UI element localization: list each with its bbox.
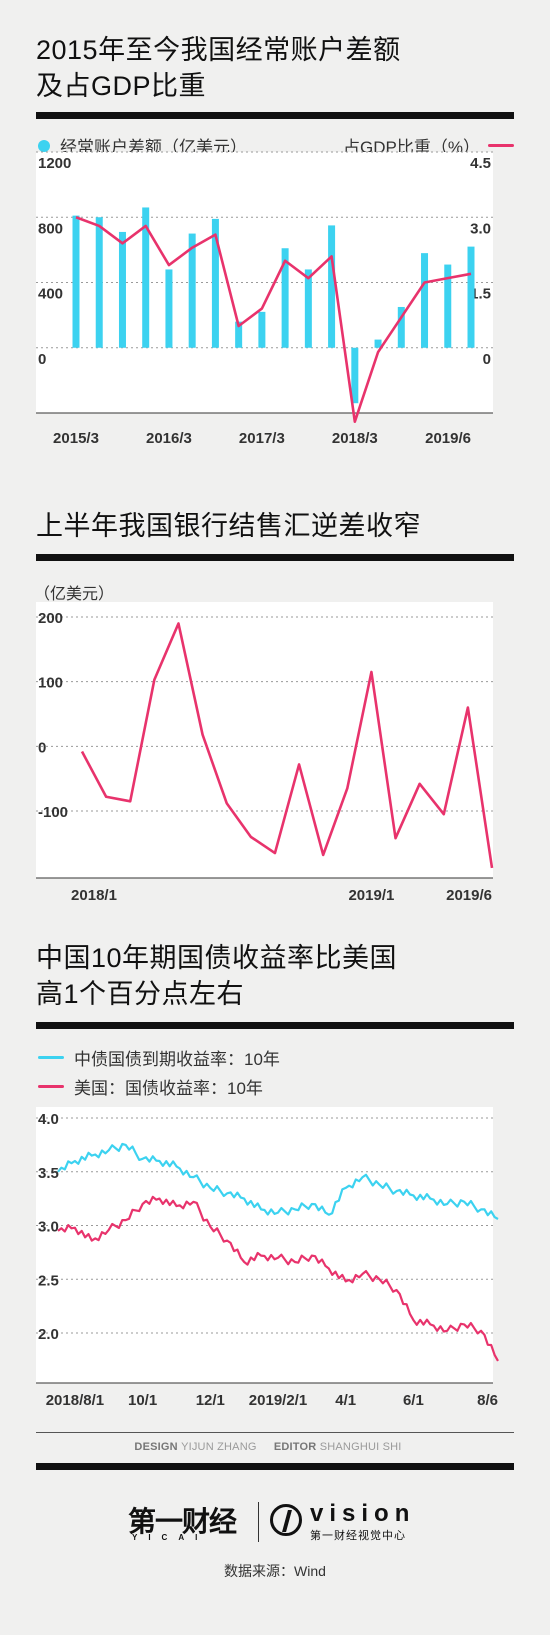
chart1-bar [95,217,103,348]
chart3-x-tick: 8/6 [477,1392,498,1409]
chart1-bar [188,233,196,348]
chart3-plot: 2.0 2.5 3.0 3.5 4.0 2018/8/1 10/1 12/1 2019/2/1 4… [36,1107,499,1409]
chart2-plot: -100 0 100 200 2018/1 2019/1 2019/6 [36,602,494,904]
chart2-y-tick: -100 [38,804,68,821]
chart1-bar [304,269,312,348]
chart3-x-tick: 2019/2/1 [249,1392,307,1409]
legend-line-icon [38,1056,64,1059]
chart2-x-tick: 2019/1 [348,887,394,904]
chart2-unit-label: （亿美元） [34,586,115,603]
chart1-y-left-tick: 0 [38,351,46,368]
chart1-title-rule [36,112,514,119]
chart1-bar [444,264,452,348]
chart3-legend-cn-label: 中债国债到期收益率：10年 [74,1050,280,1069]
chart3-title-line2: 高1个百分点左右 [36,979,245,1009]
chart1-bar [142,207,150,348]
chart1-bar [467,246,475,348]
chart1-y-right-tick: 0 [483,351,491,368]
chart1-bar [421,253,429,348]
legend-line-icon [38,1085,64,1088]
chart1-title: 2015年至今我国经常账户差额 及占GDP比重 [36,32,401,104]
chart1-x-tick: 2015/3 [53,430,99,447]
chart3-y-tick: 3.0 [38,1219,59,1236]
design-label: DESIGN [134,1441,178,1453]
footer-logos: 第一财经 YICAI vision 第一财经视觉中心 [0,1500,550,1560]
chart3-x-tick: 4/1 [335,1392,356,1409]
chart3-x-tick: 12/1 [196,1392,225,1409]
chart3-title-rule [36,1022,514,1029]
chart1-y-left-tick: 400 [38,286,63,303]
chart1-bar [374,339,382,348]
chart1-y-right-tick: 3.0 [470,220,491,237]
chart3-plot-area [36,1107,493,1383]
chart2-y-tick: 0 [38,739,46,756]
chart2-title-rule [36,554,514,561]
chart1-plot: 0 0 400 1.5 800 3.0 1200 4.5 2015/3 2016/3 2017/3 2… [36,151,493,447]
logo-separator [258,1502,259,1542]
chart1-bar [328,225,336,348]
chart1-title-line1: 2015年至今我国经常账户差额 [36,35,401,65]
yicai-logo: 第一财经 [128,1506,237,1537]
chart1-bar [165,269,173,348]
chart1-bar [235,321,243,348]
chart1-y-right-tick: 4.5 [470,155,491,172]
chart3-y-tick: 2.0 [38,1326,59,1343]
credits: DESIGN YIJUN ZHANG EDITOR SHANGHUI SHI [0,1441,550,1453]
chart3-x-tick: 6/1 [403,1392,424,1409]
chart3-y-tick: 3.5 [38,1165,59,1182]
chart3-title: 中国10年期国债收益率比美国 高1个百分点左右 [36,940,397,1012]
chart3-y-tick: 4.0 [38,1111,59,1128]
chart1-bar [258,311,266,348]
chart1-bar [397,306,405,348]
chart1-y-left-tick: 1200 [38,155,71,172]
chart2-y-tick: 200 [38,610,63,627]
chart1-x-tick: 2017/3 [239,430,285,447]
chart2-x-tick: 2018/1 [71,887,117,904]
chart1-bar [281,248,289,348]
legend-dot-icon [38,139,50,152]
chart3-y-tick: 2.5 [38,1272,59,1289]
chart3-title-line1: 中国10年期国债收益率比美国 [36,943,398,973]
chart2-fx-line [80,622,494,869]
chart3-legend-us-label: 美国：国债收益率：10年 [74,1079,263,1098]
chart1-bar [211,218,219,348]
chart3-us-yield-line [57,1195,499,1362]
legend-line-icon [488,144,514,147]
chart1-x-tick: 2019/6 [425,430,471,447]
vision-logo: vision [310,1500,416,1527]
credits-rule [36,1432,514,1433]
chart2-x-tick: 2019/6 [446,887,492,904]
chart1-bar [72,215,80,348]
chart1-y-left-tick: 800 [38,220,63,237]
chart1-x-tick: 2018/3 [332,430,378,447]
chart1-ratio-line [75,216,472,424]
chart3-x-tick: 2018/8/1 [46,1392,104,1409]
chart3-legend-us: 美国：国债收益率：10年 [38,1074,263,1099]
chart3-legend-cn: 中债国债到期收益率：10年 [38,1045,280,1070]
data-source: 数据来源：Wind [224,1563,326,1579]
chart2-title: 上半年我国银行结售汇逆差收窄 [36,511,421,541]
chart1-title-line2: 及占GDP比重 [36,71,207,101]
chart1-x-tick: 2016/3 [146,430,192,447]
editor-label: EDITOR [273,1441,317,1453]
chart3-x-tick: 10/1 [128,1392,157,1409]
vision-logo-sub: 第一财经视觉中心 [310,1530,406,1542]
chart2-y-tick: 100 [38,675,63,692]
chart3-cn-yield-line [57,1142,499,1220]
chart1-y-right-tick: 1.5 [470,286,491,303]
yicai-logo-sub: YICAI [132,1533,209,1542]
footer-rule [36,1463,514,1470]
design-name: YIJUN ZHANG [181,1441,257,1453]
chart2-plot-area [36,602,493,878]
editor-name: SHANGHUI SHI [319,1441,402,1453]
vision-mark-icon [270,1504,302,1536]
chart1-bar [118,231,126,348]
chart1-bar [351,347,359,404]
